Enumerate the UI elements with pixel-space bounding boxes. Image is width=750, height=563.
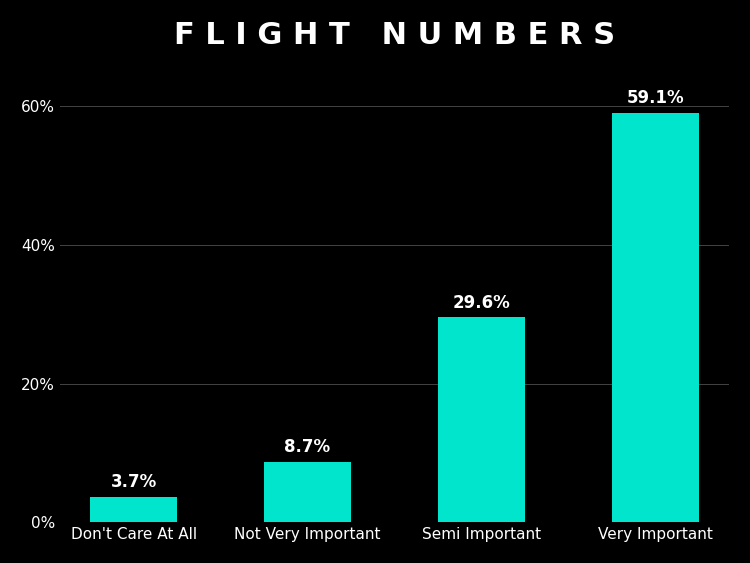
Bar xyxy=(438,317,525,522)
Text: 3.7%: 3.7% xyxy=(110,473,157,491)
Text: 29.6%: 29.6% xyxy=(452,293,510,311)
Text: 8.7%: 8.7% xyxy=(284,439,331,457)
Bar xyxy=(264,462,351,522)
Bar xyxy=(90,497,177,522)
Title: F L I G H T   N U M B E R S: F L I G H T N U M B E R S xyxy=(174,21,615,50)
Bar xyxy=(612,113,699,522)
Text: 59.1%: 59.1% xyxy=(626,89,684,107)
